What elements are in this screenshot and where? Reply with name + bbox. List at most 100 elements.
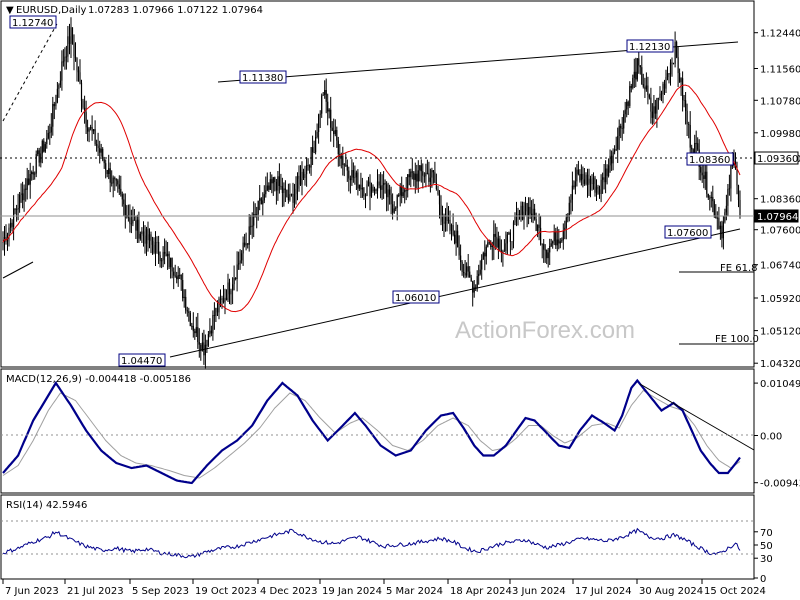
svg-text:1.06010: 1.06010 (395, 293, 436, 304)
candle-body (549, 246, 551, 253)
candle-body (383, 182, 385, 186)
candle-body (666, 73, 669, 78)
candle-body (85, 112, 87, 128)
rsi-panel-frame (0, 494, 755, 580)
candle-body (147, 228, 149, 241)
candle-body (351, 170, 353, 181)
symbol-label: EURUSD,Daily (16, 5, 87, 16)
candle-body (440, 204, 442, 217)
rsi-tick-label: 30 (760, 554, 773, 565)
candle-body (502, 251, 504, 253)
candle-body (521, 205, 524, 220)
candle-body (432, 170, 434, 173)
candle-body (286, 189, 288, 198)
candle-body (633, 71, 635, 78)
candle-body (275, 181, 277, 191)
candle-body (112, 177, 114, 184)
candle-body (476, 276, 478, 288)
candle-body (689, 125, 691, 148)
candle-body (497, 238, 499, 248)
candle-body (37, 150, 39, 155)
candle-body (343, 164, 345, 166)
svg-text:1.07964: 1.07964 (757, 212, 798, 223)
candle-body (74, 56, 77, 59)
candle-body (96, 144, 98, 146)
candle-body (736, 169, 738, 186)
candle-body (91, 127, 93, 132)
candle-body (236, 264, 238, 279)
candle-body (688, 124, 690, 125)
candle-body (568, 202, 570, 215)
candle-body (399, 186, 401, 196)
candle-body (363, 187, 365, 196)
candle-body (16, 209, 18, 211)
chart-header-triangle: ▼ (6, 5, 14, 16)
candle-body (19, 195, 21, 208)
candle-body (594, 177, 596, 193)
candle-body (177, 275, 179, 280)
candle-body (340, 156, 342, 158)
candle-body (402, 192, 404, 197)
candle-body (543, 243, 545, 250)
candle-body (174, 275, 176, 277)
time-tick-label: 5 Mar 2024 (386, 586, 443, 597)
candle-body (115, 179, 117, 181)
candle-body (632, 77, 634, 88)
candle-body (259, 198, 261, 201)
price-tick-label: 1.11560 (760, 65, 800, 76)
candle-body (727, 188, 729, 206)
candle-body (144, 235, 146, 244)
candle-body (487, 242, 489, 247)
candle-body (256, 214, 258, 215)
candle-body (695, 143, 697, 144)
candle-body (228, 282, 231, 295)
candle-body (88, 128, 90, 132)
candle-body (257, 200, 259, 215)
candle-body (247, 243, 249, 245)
candle-body (636, 58, 638, 80)
candle-body (573, 185, 575, 188)
candle-body (133, 219, 135, 221)
rising-trendline-dashed (2, 21, 59, 122)
candle-body (284, 188, 286, 190)
candle-body (97, 145, 99, 149)
candle-body (309, 165, 311, 168)
candle-body (298, 175, 300, 179)
candle-body (168, 253, 170, 268)
candle-body (641, 67, 643, 85)
candle-body (378, 181, 380, 186)
candle-body (8, 227, 10, 236)
candle-body (52, 104, 54, 127)
candle-body (624, 109, 626, 115)
price-tick-label: 1.07600 (760, 226, 800, 237)
candle-body (197, 327, 199, 343)
candle-body (28, 178, 30, 185)
candle-body (561, 240, 563, 242)
candle-body (145, 228, 148, 244)
candle-body (404, 190, 406, 193)
candle-body (195, 327, 197, 334)
candle-body (333, 130, 335, 135)
candle-body (357, 172, 359, 189)
macd-line (2, 378, 741, 485)
svg-text:1.04470: 1.04470 (121, 356, 162, 367)
candle-body (373, 189, 376, 191)
candle-body (662, 83, 664, 95)
candle-body (26, 178, 28, 190)
candle-body (612, 152, 614, 164)
price-axis: 1.12440 1.11560 1.10780 1.09980 1.09360 1.083… (754, 29, 800, 370)
candle-body (281, 186, 283, 193)
time-axis: 7 Jun 2023 21 Jul 2023 5 Sep 2023 19 Oct 20… (2, 579, 766, 597)
candle-body (512, 222, 515, 242)
svg-text:1.07600: 1.07600 (667, 228, 708, 239)
candle-body (582, 173, 584, 180)
candle-body (609, 155, 611, 166)
candle-body (660, 93, 663, 95)
candle-body (369, 181, 371, 197)
rsi-title: RSI(14) 42.5946 (6, 500, 87, 511)
candle-body (80, 82, 83, 101)
candle-body (405, 190, 407, 191)
candle-body (179, 274, 181, 276)
macd-tick-label: 0.01049 (760, 379, 800, 390)
candle-body (491, 245, 493, 247)
